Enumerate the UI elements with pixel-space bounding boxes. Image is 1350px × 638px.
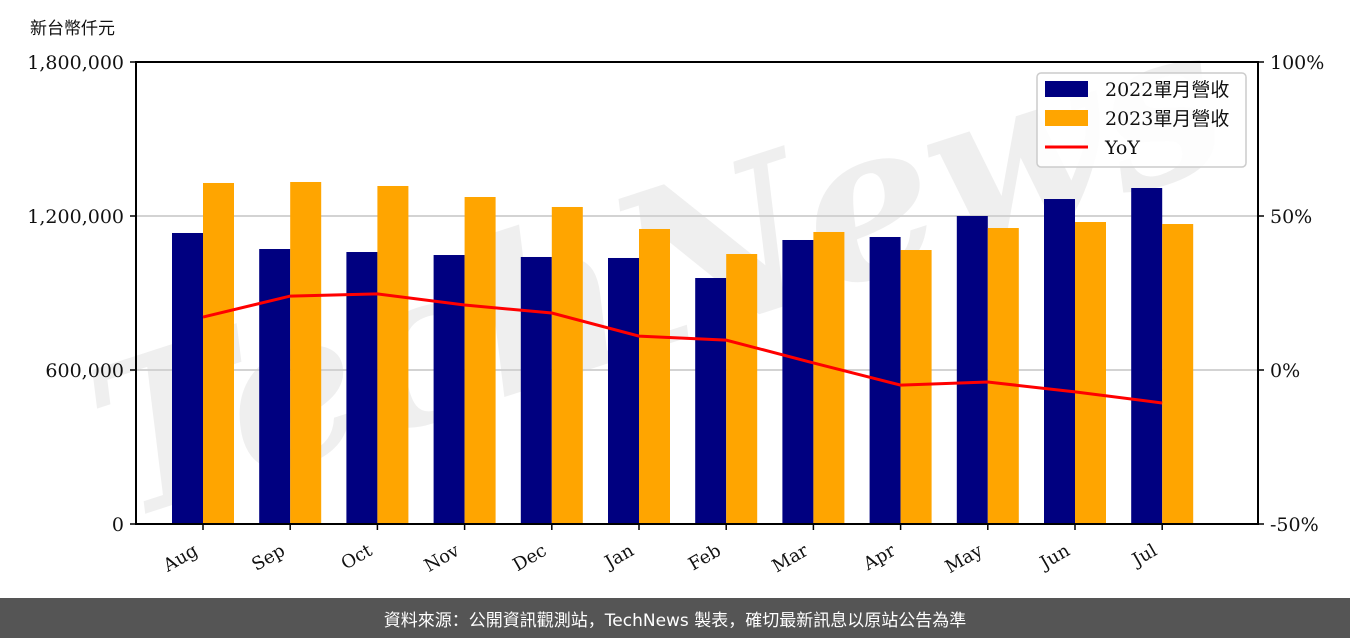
chart-canvas: TechNews0600,0001,200,0001,800,000-50%0%… — [27, 0, 1324, 578]
bar-2023 — [1075, 222, 1106, 525]
bar-2022 — [695, 278, 727, 524]
x-tick-label: Jan — [600, 540, 638, 574]
bar-2022 — [433, 255, 465, 524]
bar-2023 — [813, 231, 845, 524]
bar-2023 — [987, 228, 1019, 524]
legend-item-2022-label: 2022單月營收 — [1105, 79, 1229, 101]
bar-2023 — [203, 182, 234, 524]
x-tick-label: Mar — [769, 540, 813, 577]
bar-2022 — [520, 256, 552, 524]
legend-item-2023-label: 2023單月營收 — [1105, 108, 1229, 130]
x-tick-label: Sep — [248, 540, 288, 575]
x-tick-label: Dec — [509, 540, 550, 576]
bar-2023 — [551, 206, 583, 524]
revenue-chart: 新台幣仟元 TechNews0600,0001,200,0001,800,000… — [27, 0, 1324, 578]
legend-item-2023-swatch — [1045, 110, 1088, 126]
bar-2022 — [782, 239, 814, 524]
y2-tick-label: 100% — [1270, 52, 1324, 74]
yoy-line — [202, 292, 1163, 405]
bar-2022 — [1044, 199, 1075, 524]
y-tick-label: 0 — [112, 514, 124, 536]
bar-2023 — [726, 254, 758, 524]
bar-2023 — [1162, 224, 1194, 524]
bar-2023 — [290, 181, 322, 524]
x-tick-label: Oct — [338, 540, 377, 575]
y-tick-label: 1,800,000 — [27, 52, 124, 74]
y-tick-label: 600,000 — [45, 360, 124, 382]
x-tick-label: Feb — [685, 540, 725, 575]
x-tick-label: May — [942, 540, 987, 578]
legend-item-2022-swatch — [1045, 81, 1088, 97]
y2-tick-label: 50% — [1270, 206, 1312, 228]
x-tick-label: Jun — [1035, 540, 1074, 575]
y2-tick-label: -50% — [1270, 514, 1319, 536]
plot-frame — [135, 61, 1259, 525]
bar-2022 — [608, 257, 639, 524]
y2-tick-label: 0% — [1270, 360, 1300, 382]
bar-2022 — [259, 249, 291, 525]
y-tick-label: 1,200,000 — [27, 206, 124, 228]
legend: 2022單月營收 2023單月營收 YoY — [1036, 72, 1247, 168]
bar-2022 — [1131, 187, 1163, 524]
bar-2023 — [900, 250, 932, 524]
bar-2022 — [172, 232, 203, 524]
x-tick-label: Jul — [1127, 540, 1161, 572]
bar-2023 — [464, 197, 496, 525]
bar-2023 — [639, 228, 670, 524]
y-axis-unit-label: 新台幣仟元 — [30, 19, 115, 39]
legend-item-yoy-label: YoY — [1104, 137, 1140, 159]
source-footer: 資料來源：公開資訊觀測站，TechNews 製表，確切最新訊息以原站公告為準 — [0, 598, 1350, 638]
bar-2023 — [377, 185, 409, 524]
bar-2022 — [346, 252, 378, 525]
x-tick-label: Apr — [859, 540, 899, 575]
x-tick-label: Nov — [421, 540, 464, 577]
bar-2022 — [956, 216, 988, 524]
